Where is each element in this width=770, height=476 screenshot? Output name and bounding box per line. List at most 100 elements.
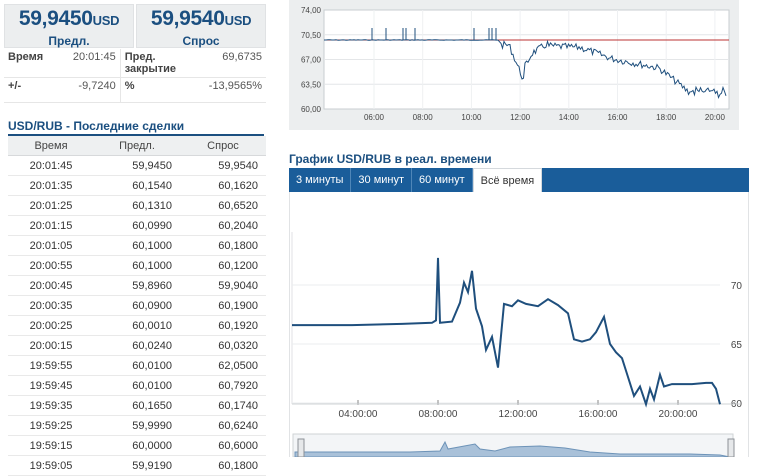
mini-chart-svg: 74,00 70,50 67,00 63,50 60,00 06:00 08:00 10:00… bbox=[301, 6, 730, 122]
trade-bid: 60,0100 bbox=[94, 355, 180, 376]
ask-unit: USD bbox=[224, 13, 252, 28]
trade-row: 19:59:55 60,0100 62,0500 bbox=[8, 355, 266, 376]
rt-y-label: 65 bbox=[731, 340, 743, 351]
bid-quote: 59,9450USD Предл. bbox=[4, 4, 134, 48]
mini-y-label: 70,50 bbox=[301, 31, 322, 40]
rt-price-line bbox=[292, 257, 721, 408]
tab-60-min[interactable]: 60 минут bbox=[412, 168, 473, 192]
prev-close-key: Пред. закрытие bbox=[119, 49, 191, 78]
trade-time: 19:59:05 bbox=[8, 455, 94, 476]
tab-3-min[interactable]: 3 минуты bbox=[289, 168, 352, 192]
trade-time: 20:00:35 bbox=[8, 295, 94, 316]
trade-row: 20:00:25 60,0010 60,1920 bbox=[8, 315, 266, 336]
trade-ask: 60,2040 bbox=[180, 215, 266, 236]
trade-row: 19:59:35 60,1650 60,1740 bbox=[8, 395, 266, 416]
trade-row: 19:59:25 59,9990 60,6240 bbox=[8, 415, 266, 436]
trade-time: 20:01:35 bbox=[8, 175, 94, 196]
trade-time: 20:00:45 bbox=[8, 275, 94, 296]
bid-value: 59,9450 bbox=[18, 7, 93, 30]
trade-row: 20:00:35 60,0900 60,1900 bbox=[8, 295, 266, 316]
trades-table: Время Предл. Спрос 20:01:45 59,9450 59,954… bbox=[8, 136, 266, 476]
trade-bid: 60,0100 bbox=[94, 375, 180, 396]
quote-panel: 59,9450USD Предл. 59,9540USD Спрос Время… bbox=[4, 4, 266, 103]
trade-time: 20:00:25 bbox=[8, 315, 94, 336]
trade-ask: 60,1620 bbox=[180, 175, 266, 196]
bid-unit: USD bbox=[92, 13, 120, 28]
percent-key: % bbox=[119, 77, 191, 103]
trade-bid: 60,1650 bbox=[94, 395, 180, 416]
tab-30-min[interactable]: 30 минут bbox=[351, 168, 413, 192]
col-ask: Спрос bbox=[180, 136, 266, 156]
realtime-tabbar: 3 минуты 30 минут 60 минут Всё время bbox=[289, 168, 749, 192]
trade-ask: 59,9540 bbox=[180, 155, 266, 176]
trade-ask: 60,7920 bbox=[180, 375, 266, 396]
mini-x-label: 20:00 bbox=[705, 113, 726, 122]
trade-row: 20:01:15 60,0990 60,2040 bbox=[8, 215, 266, 236]
trades-header-row: Время Предл. Спрос bbox=[8, 136, 266, 156]
trade-ask: 60,0320 bbox=[180, 335, 266, 356]
trade-time: 19:59:45 bbox=[8, 375, 94, 396]
trade-time: 20:01:05 bbox=[8, 235, 94, 256]
trade-bid: 59,9450 bbox=[94, 155, 180, 176]
trade-ask: 59,9040 bbox=[180, 275, 266, 296]
trade-row: 20:01:25 60,1310 60,6520 bbox=[8, 195, 266, 216]
mini-y-label: 63,50 bbox=[301, 80, 322, 89]
trade-row: 19:59:15 60,0000 60,6000 bbox=[8, 435, 266, 456]
trade-ask: 62,0500 bbox=[180, 355, 266, 376]
percent-value: -13,9565% bbox=[190, 77, 266, 103]
trade-row: 19:59:05 59,9190 60,1800 bbox=[8, 455, 266, 476]
trade-ask: 60,6000 bbox=[180, 435, 266, 456]
tab-all-time[interactable]: Всё время bbox=[472, 168, 543, 192]
quote-info-row: Время 20:01:45 Пред. закрытие 69,6735 bbox=[4, 49, 266, 78]
trade-bid: 60,1000 bbox=[94, 235, 180, 256]
trade-bid: 60,0900 bbox=[94, 295, 180, 316]
rt-x-label: 12:00:00 bbox=[499, 409, 538, 420]
trade-time: 19:59:35 bbox=[8, 395, 94, 416]
rt-navigator-handle-right bbox=[727, 438, 735, 457]
mini-x-label: 10:00 bbox=[461, 113, 482, 122]
rt-x-label: 16:00:00 bbox=[579, 409, 618, 420]
mini-x-label: 16:00 bbox=[607, 113, 628, 122]
quote-info-row: +/- -9,7240 % -13,9565% bbox=[4, 77, 266, 103]
trade-row: 20:01:35 60,1540 60,1620 bbox=[8, 175, 266, 196]
trade-bid: 59,8960 bbox=[94, 275, 180, 296]
trades-title: USD/RUB - Последние сделки bbox=[8, 119, 264, 136]
quote-info-table: Время 20:01:45 Пред. закрытие 69,6735 +/… bbox=[4, 49, 266, 103]
trade-bid: 60,1540 bbox=[94, 175, 180, 196]
trade-ask: 60,1740 bbox=[180, 395, 266, 416]
trade-bid: 60,1310 bbox=[94, 195, 180, 216]
trade-ask: 60,1800 bbox=[180, 235, 266, 256]
realtime-chart-title: График USD/RUB в реал. времени bbox=[289, 152, 492, 166]
realtime-chart: 70 65 60 04:00:00 08:00:00 12:00:00 16:00:00 20… bbox=[289, 192, 749, 457]
trade-row: 20:00:45 59,8960 59,9040 bbox=[8, 275, 266, 296]
trade-bid: 59,9990 bbox=[94, 415, 180, 436]
mini-x-label: 08:00 bbox=[413, 113, 434, 122]
trade-ask: 60,1200 bbox=[180, 255, 266, 276]
trade-ask: 60,1800 bbox=[180, 455, 266, 476]
trade-time: 20:00:15 bbox=[8, 335, 94, 356]
ask-label: Спрос bbox=[182, 34, 220, 48]
mini-x-label: 06:00 bbox=[364, 113, 385, 122]
trade-row: 19:59:45 60,0100 60,7920 bbox=[8, 375, 266, 396]
trade-bid: 60,0000 bbox=[94, 435, 180, 456]
rt-x-label: 20:00:00 bbox=[659, 409, 698, 420]
trade-bid: 60,0240 bbox=[94, 335, 180, 356]
trade-row: 20:01:45 59,9450 59,9540 bbox=[8, 155, 266, 176]
trade-row: 20:01:05 60,1000 60,1800 bbox=[8, 235, 266, 256]
change-key: +/- bbox=[4, 77, 58, 103]
trade-time: 19:59:25 bbox=[8, 415, 94, 436]
trade-time: 19:59:55 bbox=[8, 355, 94, 376]
trade-time: 20:01:45 bbox=[8, 155, 94, 176]
time-key: Время bbox=[4, 49, 58, 78]
col-bid: Предл. bbox=[94, 136, 180, 156]
trade-time: 20:01:15 bbox=[8, 215, 94, 236]
trade-bid: 59,9190 bbox=[94, 455, 180, 476]
mini-x-label: 18:00 bbox=[656, 113, 677, 122]
trade-ask: 60,6520 bbox=[180, 195, 266, 216]
col-time: Время bbox=[8, 136, 94, 156]
mini-y-label: 67,00 bbox=[301, 56, 322, 65]
trade-ask: 60,1920 bbox=[180, 315, 266, 336]
rt-x-label: 08:00:00 bbox=[419, 409, 458, 420]
trade-row: 20:00:15 60,0240 60,0320 bbox=[8, 335, 266, 356]
